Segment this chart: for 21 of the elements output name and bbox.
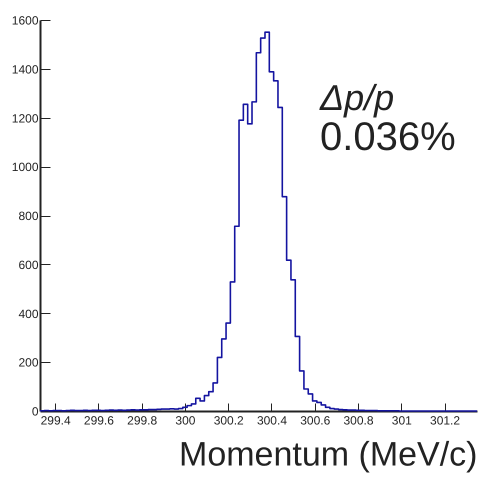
- x-tick-label: 300.6: [300, 414, 331, 428]
- y-tick-label: 800: [18, 209, 39, 223]
- x-tick-label: 300.4: [256, 414, 288, 428]
- x-tick-label: 299.4: [40, 414, 71, 428]
- y-tick-label: 0: [32, 404, 39, 418]
- y-tick-label: 1400: [12, 62, 39, 76]
- y-tick-label: 600: [18, 258, 39, 272]
- x-tick-label: 299.8: [127, 414, 158, 428]
- x-tick-label: 300: [175, 414, 196, 428]
- x-tick-label: 301: [392, 414, 412, 428]
- x-tick-label: 299.6: [84, 414, 114, 428]
- y-tick-label: 1600: [12, 14, 39, 28]
- x-axis-title: Momentum (MeV/c): [179, 436, 478, 474]
- x-tick-label: 301.2: [430, 414, 460, 428]
- y-tick-label: 400: [18, 306, 39, 321]
- x-tick-label: 300.2: [214, 414, 244, 428]
- y-tick-label: 1200: [12, 111, 39, 126]
- x-tick-label: 300.8: [344, 414, 374, 428]
- annotation: Δp/p: [319, 77, 394, 118]
- y-tick-label: 1000: [12, 160, 39, 174]
- y-tick-label: 200: [18, 356, 39, 370]
